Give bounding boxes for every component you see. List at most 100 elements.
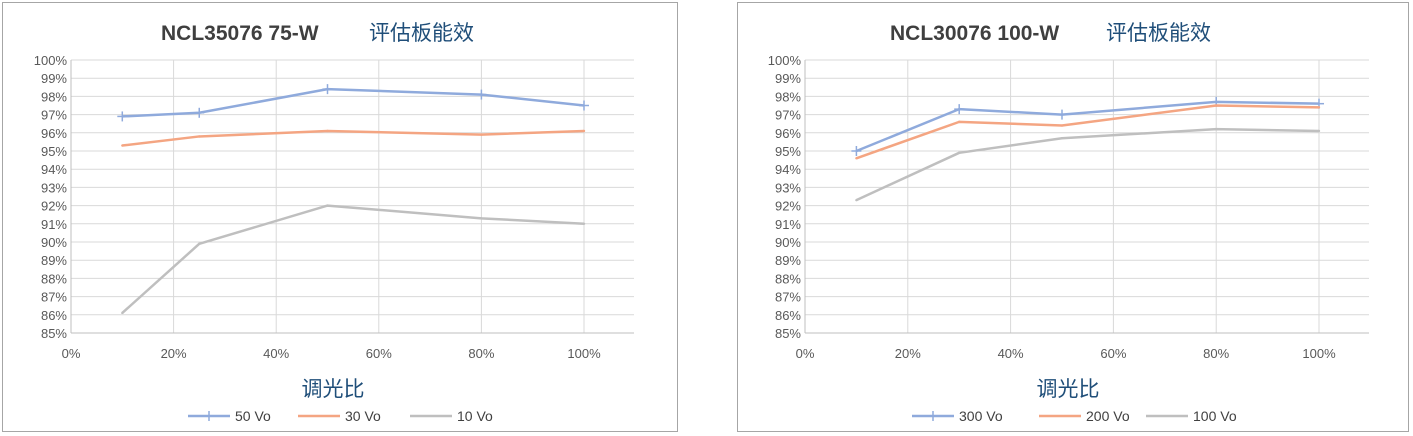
legend-entry: 30 Vo (298, 408, 381, 424)
y-tick-label: 95% (41, 144, 67, 159)
data-point (582, 129, 586, 133)
legend-entry: 300 Vo (912, 408, 1003, 424)
data-point (198, 135, 201, 138)
legend-entry: 100 Vo (1146, 408, 1237, 424)
data-point (117, 111, 128, 122)
data-point (322, 84, 333, 95)
chart-title: NCL35076 75-W (161, 22, 319, 45)
y-tick-label: 99% (41, 71, 67, 86)
y-tick-label: 100% (34, 53, 68, 68)
legend-label: 300 Vo (959, 408, 1003, 424)
x-tick-label: 20% (895, 346, 921, 361)
y-tick-label: 86% (41, 308, 67, 323)
legend-label: 100 Vo (1193, 408, 1237, 424)
y-tick-labels: 85% 86% 87% 88% 89% 90% 91% 92% 93% 94% 95% 96% 97% 9… (768, 53, 802, 341)
x-tick-label: 60% (1100, 346, 1126, 361)
x-tick-label: 0% (62, 346, 81, 361)
data-point (1057, 109, 1067, 120)
y-tick-label: 86% (775, 308, 801, 323)
x-tick-label: 80% (468, 346, 494, 361)
y-tick-label: 91% (41, 217, 67, 232)
legend-label: 50 Vo (235, 408, 271, 424)
efficiency-chart-100w: NCL30076 100-W 评估板能效 85% 86% 87% 88% 89% 90% 9… (768, 21, 1369, 424)
series-lines (851, 96, 1324, 202)
data-point (1215, 127, 1218, 131)
data-point (194, 107, 205, 118)
data-point (1317, 106, 1321, 109)
x-tick-label: 100% (567, 346, 601, 361)
data-point (851, 146, 862, 156)
data-point (582, 222, 586, 225)
y-tick-label: 89% (41, 253, 67, 268)
x-tick-label: 100% (1302, 346, 1336, 361)
legend: 50 Vo 30 Vo 10 Vo (188, 408, 493, 424)
data-point (958, 120, 961, 124)
data-point (1317, 129, 1321, 133)
legend-entry: 50 Vo (188, 408, 271, 424)
legend: 300 Vo 200 Vo 100 Vo (912, 408, 1237, 424)
legend-entry: 200 Vo (1039, 408, 1130, 424)
y-tick-label: 94% (775, 162, 801, 177)
data-point (480, 133, 483, 136)
data-point (1060, 137, 1064, 140)
data-point (1060, 124, 1064, 127)
y-tick-label: 93% (41, 180, 67, 195)
x-axis-label: 调光比 (1037, 377, 1100, 401)
data-point (121, 311, 124, 315)
y-tick-label: 91% (775, 217, 801, 232)
chart-title-cn: 评估板能效 (369, 21, 474, 45)
legend-entry: 10 Vo (410, 408, 493, 424)
y-tick-label: 90% (41, 235, 67, 250)
y-tick-label: 90% (775, 235, 801, 250)
y-tick-label: 100% (768, 53, 802, 68)
data-point (326, 204, 329, 207)
series-line-300-vo (855, 100, 1320, 153)
y-tick-label: 92% (775, 199, 801, 214)
data-point (958, 151, 961, 155)
data-point (121, 144, 124, 147)
y-tick-label: 99% (775, 71, 801, 86)
chart-title-cn: 评估板能效 (1106, 21, 1211, 45)
data-point (326, 129, 329, 133)
axes (804, 60, 1369, 334)
x-tick-labels: 0% 20% 40% 60% 80% 100% (796, 346, 1336, 361)
series-line-50-vo (122, 87, 585, 118)
data-point (1215, 104, 1218, 107)
series-line-100-vo (855, 127, 1320, 202)
y-tick-label: 98% (775, 89, 801, 104)
y-tick-label: 95% (775, 144, 801, 159)
y-tick-label: 89% (775, 253, 801, 268)
x-axis-label: 调光比 (302, 377, 365, 401)
chart-panel-100w: NCL30076 100-W 评估板能效 85% 86% 87% 88% 89% 90% 9… (737, 2, 1409, 432)
chart-panel-75w: NCL35076 75-W 评估板能效 85% 86% 87% 88% 89% 90% 91… (2, 2, 678, 432)
x-tick-label: 40% (263, 346, 289, 361)
data-point (476, 89, 487, 100)
y-tick-label: 97% (775, 108, 801, 123)
legend-label: 30 Vo (345, 408, 381, 424)
x-tick-label: 60% (366, 346, 392, 361)
axes (70, 60, 634, 334)
grid-lines (805, 59, 1369, 333)
data-point (855, 198, 858, 202)
y-tick-label: 97% (41, 108, 67, 123)
x-tick-label: 40% (998, 346, 1024, 361)
chart-title: NCL30076 100-W (890, 22, 1059, 45)
data-point (855, 157, 858, 160)
y-tick-labels: 85% 86% 87% 88% 89% 90% 91% 92% 93% 94% 95% 96% 97% 9… (34, 53, 68, 341)
legend-label: 200 Vo (1086, 408, 1130, 424)
efficiency-chart-75w: NCL35076 75-W 评估板能效 85% 86% 87% 88% 89% 90% 91… (34, 21, 634, 424)
y-tick-label: 88% (775, 271, 801, 286)
x-tick-label: 80% (1203, 346, 1229, 361)
y-tick-label: 88% (41, 271, 67, 286)
y-tick-label: 98% (41, 89, 67, 104)
y-tick-label: 85% (775, 326, 801, 341)
x-tick-label: 0% (796, 346, 815, 361)
y-tick-label: 87% (775, 290, 801, 305)
data-point (198, 242, 201, 246)
data-point (480, 217, 483, 220)
y-tick-label: 94% (41, 162, 67, 177)
y-tick-label: 92% (41, 199, 67, 214)
x-tick-label: 20% (161, 346, 187, 361)
series-lines (117, 84, 589, 315)
data-point (954, 104, 965, 115)
